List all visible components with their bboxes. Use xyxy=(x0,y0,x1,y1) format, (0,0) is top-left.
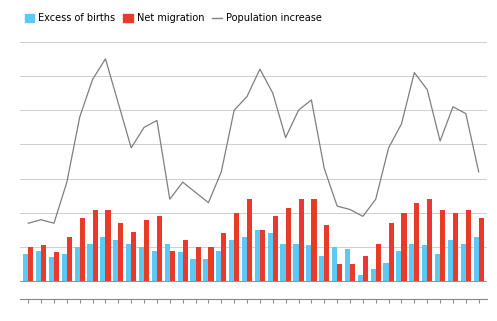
Bar xyxy=(293,244,299,282)
Bar xyxy=(306,246,312,282)
Bar xyxy=(466,210,471,282)
Bar xyxy=(363,256,368,282)
Bar xyxy=(177,252,183,282)
Bar xyxy=(332,247,337,282)
Bar xyxy=(221,233,227,282)
Bar xyxy=(376,244,381,282)
Bar xyxy=(203,259,208,282)
Bar xyxy=(152,251,157,282)
Bar xyxy=(435,254,440,282)
Bar xyxy=(139,247,144,282)
Bar xyxy=(324,225,330,282)
Bar xyxy=(402,213,407,282)
Bar xyxy=(422,246,427,282)
Bar xyxy=(131,232,136,282)
Bar xyxy=(242,237,247,282)
Bar xyxy=(36,251,41,282)
Bar xyxy=(100,237,105,282)
Bar xyxy=(384,263,389,282)
Bar xyxy=(170,251,175,282)
Bar xyxy=(286,208,291,282)
Bar xyxy=(358,274,363,282)
Bar xyxy=(49,257,54,282)
Bar xyxy=(165,244,170,282)
Bar xyxy=(479,218,484,282)
Bar xyxy=(414,203,419,282)
Bar xyxy=(113,240,118,282)
Bar xyxy=(448,240,453,282)
Bar xyxy=(280,244,286,282)
Bar xyxy=(183,240,188,282)
Bar xyxy=(92,210,98,282)
Bar xyxy=(474,237,479,282)
Bar xyxy=(427,199,432,282)
Bar xyxy=(195,247,201,282)
Bar xyxy=(453,213,458,282)
Bar xyxy=(273,216,278,282)
Bar xyxy=(267,233,273,282)
Bar xyxy=(229,240,234,282)
Bar xyxy=(409,244,414,282)
Bar xyxy=(312,199,317,282)
Bar xyxy=(41,246,46,282)
Bar xyxy=(319,256,324,282)
Bar xyxy=(62,254,67,282)
Bar xyxy=(234,213,240,282)
Bar xyxy=(345,249,350,282)
Bar xyxy=(208,247,214,282)
Bar xyxy=(299,199,304,282)
Bar xyxy=(216,251,221,282)
Bar xyxy=(118,223,123,282)
Bar xyxy=(260,230,265,282)
Bar xyxy=(396,251,402,282)
Bar xyxy=(247,199,252,282)
Bar xyxy=(255,230,260,282)
Bar xyxy=(80,218,85,282)
Bar xyxy=(54,252,59,282)
Bar xyxy=(75,247,80,282)
Bar xyxy=(157,216,162,282)
Bar xyxy=(461,244,466,282)
Bar xyxy=(190,259,195,282)
Bar xyxy=(144,220,149,282)
Bar xyxy=(350,264,355,282)
Bar xyxy=(440,210,445,282)
Bar xyxy=(126,244,131,282)
Bar xyxy=(67,237,72,282)
Bar xyxy=(87,244,92,282)
Bar xyxy=(389,223,394,282)
Bar xyxy=(371,269,376,282)
Legend: Excess of births, Net migration, Population increase: Excess of births, Net migration, Populat… xyxy=(25,13,322,23)
Bar xyxy=(28,247,33,282)
Bar xyxy=(337,264,342,282)
Bar xyxy=(23,254,28,282)
Bar xyxy=(105,210,111,282)
